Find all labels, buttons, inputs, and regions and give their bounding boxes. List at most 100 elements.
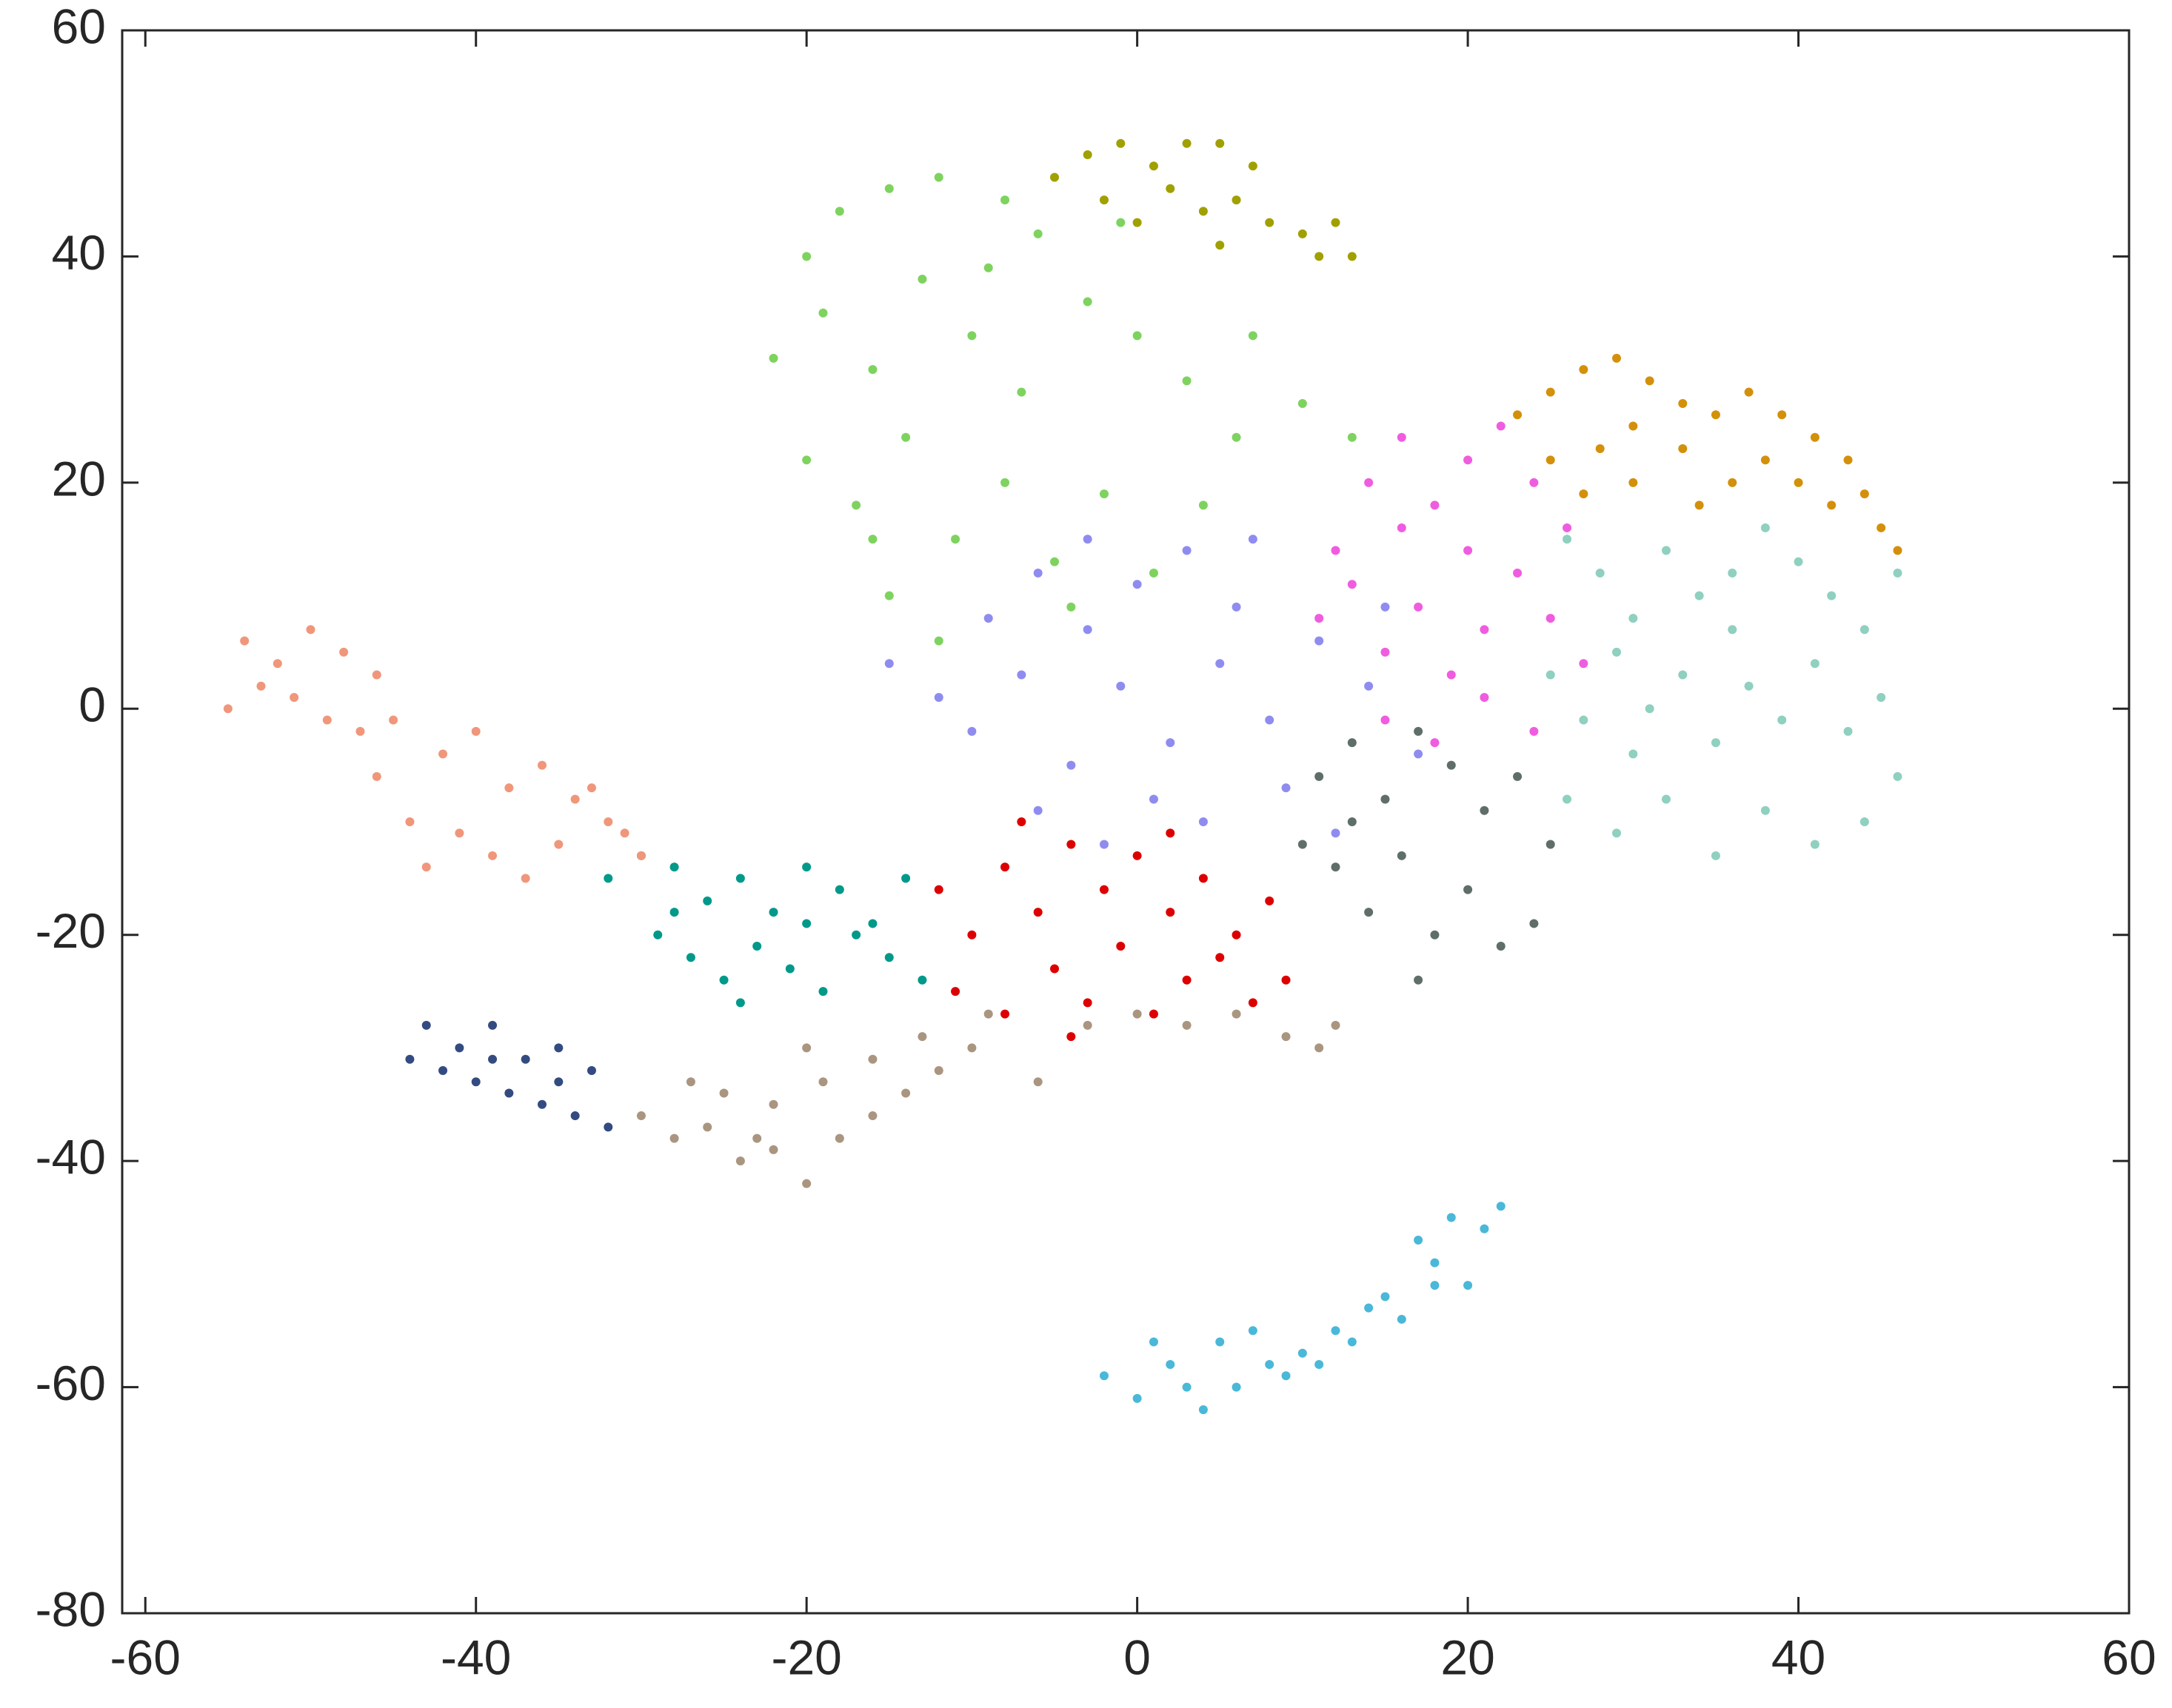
point [1099,1371,1109,1381]
x-tick-label: -20 [771,1630,841,1684]
point [1446,760,1456,770]
point [835,207,844,216]
y-tick-label: -80 [36,1581,106,1636]
point [1529,919,1539,928]
point [1033,1077,1043,1087]
point [1546,455,1555,465]
point [1050,173,1060,182]
point [868,365,878,375]
point [951,535,960,544]
point [1347,432,1357,442]
point [785,964,795,974]
point [1314,614,1324,623]
point [1314,1360,1324,1370]
point [967,331,977,341]
point [1265,218,1274,227]
point [1777,410,1787,420]
x-tick-label: -60 [110,1630,181,1684]
point [686,953,695,962]
point [1232,930,1241,940]
point [918,975,927,985]
y-tick-label: 60 [52,0,106,53]
point [290,693,299,703]
point [1859,625,1869,634]
point [1843,455,1853,465]
point [1480,693,1489,703]
point [1397,432,1406,442]
plot-frame [121,29,2131,1615]
point [1198,500,1208,510]
point [421,1020,431,1030]
point [1645,376,1654,386]
point [1248,161,1257,171]
x-tick-label: -40 [441,1630,511,1684]
point [1215,241,1225,250]
point [1182,1020,1192,1030]
point [1446,1213,1456,1222]
y-tick-label: 40 [52,225,106,280]
point [703,896,712,905]
point [488,1054,498,1064]
point [1347,738,1357,748]
point [1563,535,1572,544]
point [1430,500,1440,510]
point [1297,229,1307,238]
point [967,930,977,940]
point [868,1054,878,1064]
point [372,771,381,781]
x-tick-label: 60 [2102,1630,2156,1684]
point [554,1043,564,1053]
point [1728,569,1737,578]
point [1116,218,1126,227]
point [554,1077,564,1087]
point [1810,659,1820,669]
point [1132,1393,1142,1403]
y-tick-label: -20 [36,903,106,958]
point [372,670,381,680]
point [967,726,977,736]
point [636,851,646,860]
point [818,1077,828,1087]
point [1215,659,1225,669]
point [1611,353,1621,363]
point [752,941,762,951]
point [1099,489,1109,499]
point [1728,478,1737,487]
point [1248,998,1257,1008]
point [1794,478,1803,487]
point [1017,387,1026,397]
point [1314,636,1324,646]
point [1265,715,1274,725]
point [1628,614,1638,623]
point [1331,863,1340,872]
point [769,1145,778,1154]
point [554,840,564,849]
point [1480,625,1489,634]
point [1066,1032,1076,1042]
point [1546,670,1555,680]
point [1827,591,1837,600]
point [1777,715,1787,725]
point [1760,806,1770,815]
point [1182,138,1192,148]
point [1463,455,1473,465]
point [1083,150,1092,159]
point [1347,1337,1357,1347]
point [769,353,778,363]
point [802,252,812,261]
point [1166,738,1175,748]
point [1000,478,1010,487]
point [802,455,812,465]
point [256,681,266,691]
point [1347,252,1357,261]
point [1694,500,1704,510]
point [1083,625,1092,634]
point [604,874,613,883]
point [802,1043,812,1053]
point [471,726,481,736]
point [1893,546,1902,555]
point [604,1122,613,1132]
point [240,636,250,646]
point [1760,455,1770,465]
